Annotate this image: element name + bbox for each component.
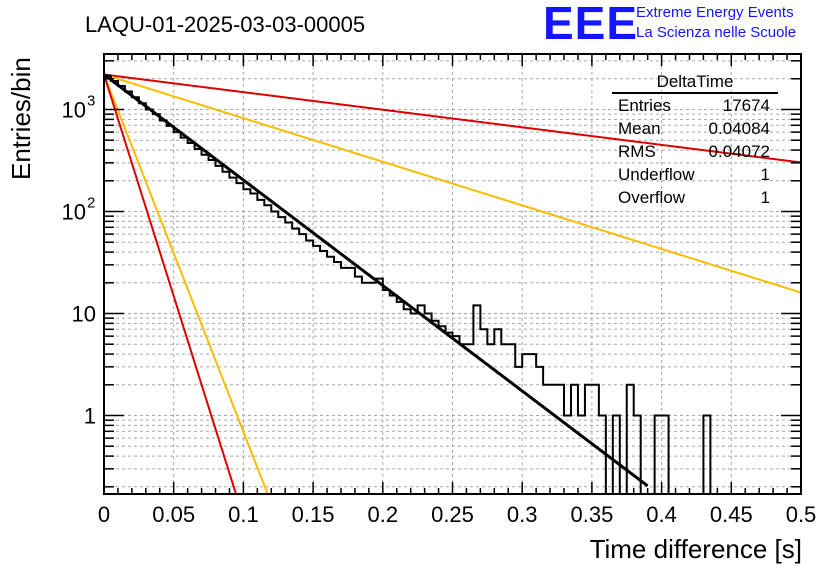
x-axis-label: Time difference [s] (589, 534, 802, 564)
stats-value: 0.04072 (708, 142, 770, 161)
stats-value: 1 (760, 188, 770, 207)
y-axis-label: Entries/bin (6, 57, 36, 180)
reference-curve-red (103, 73, 802, 164)
stats-label: Overflow (618, 188, 686, 207)
stats-value: 0.04084 (708, 119, 770, 138)
stats-label: Entries (618, 96, 671, 115)
stats-value: 1 (760, 165, 770, 184)
y-tick-label: 10 (62, 97, 86, 122)
fit-layer (103, 73, 649, 488)
exponential-fit-line (103, 73, 649, 488)
tick-labels: 0 0.05 0.1 0.15 0.2 0.25 0.3 0.35 0.4 0.45 0.5 1 10 1… (62, 92, 817, 527)
reference-curves (103, 73, 802, 495)
stats-label: RMS (618, 142, 656, 161)
y-tick-exponent: 2 (87, 194, 95, 211)
stats-row-underflow: Underflow 1 (612, 163, 778, 186)
stats-label: Mean (618, 119, 661, 138)
histogram-layer (104, 74, 801, 495)
x-tick-label: 0.4 (646, 502, 677, 527)
stats-row-rms: RMS 0.04072 (612, 140, 778, 163)
x-tick-label: 0.3 (507, 502, 538, 527)
chart-title: LAQU-01-2025-03-03-00005 (85, 12, 366, 37)
x-tick-label: 0.15 (292, 502, 335, 527)
logo-subtitle-line2: La Scienza nelle Scuole (636, 24, 797, 41)
x-tick-label: 0.5 (786, 502, 817, 527)
stats-row-entries: Entries 17674 (612, 94, 778, 117)
grid (104, 54, 801, 494)
x-tick-label: 0 (98, 502, 110, 527)
stats-title: DeltaTime (612, 72, 778, 94)
x-tick-label: 0.25 (431, 502, 474, 527)
stats-box: DeltaTime Entries 17674 Mean 0.04084 RMS… (612, 72, 778, 209)
stats-row-mean: Mean 0.04084 (612, 117, 778, 140)
y-tick-label: 1 (84, 404, 96, 429)
stats-row-overflow: Overflow 1 (612, 186, 778, 209)
x-tick-label: 0.45 (710, 502, 753, 527)
y-tick-label: 10 (62, 199, 86, 224)
reference-curve-red (103, 74, 237, 495)
y-tick-label: 10 (72, 302, 96, 327)
reference-curve-yellow (103, 74, 269, 495)
eee-logo: EEE (543, 0, 639, 49)
histogram-steps (104, 74, 801, 495)
logo-subtitle-line1: Extreme Energy Events (636, 4, 794, 21)
axes (103, 53, 802, 495)
x-tick-label: 0.35 (570, 502, 613, 527)
stats-value: 17674 (722, 96, 770, 115)
x-tick-label: 0.2 (368, 502, 399, 527)
reference-curve-yellow (103, 73, 802, 294)
stats-label: Underflow (618, 165, 695, 184)
x-tick-label: 0.05 (152, 502, 195, 527)
x-tick-label: 0.1 (228, 502, 259, 527)
y-tick-exponent: 3 (87, 92, 95, 109)
